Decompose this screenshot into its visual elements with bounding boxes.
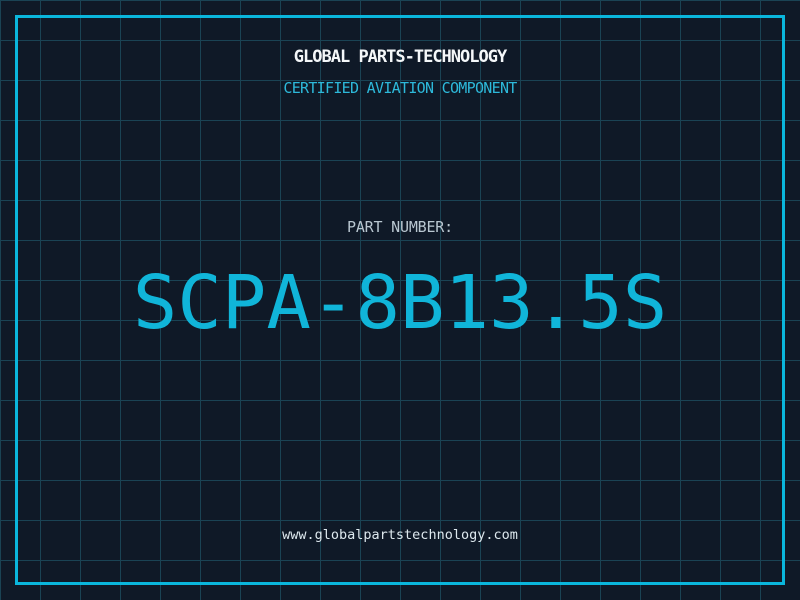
certification-subtitle: CERTIFIED AVIATION COMPONENT	[283, 79, 517, 97]
website-url: www.globalpartstechnology.com	[282, 527, 518, 543]
part-number-value: SCPA-8B13.5S	[132, 260, 668, 346]
part-number-label: PART NUMBER:	[347, 218, 453, 236]
blueprint-frame	[15, 15, 785, 585]
brand-title: GLOBAL PARTS-TECHNOLOGY	[293, 47, 507, 67]
